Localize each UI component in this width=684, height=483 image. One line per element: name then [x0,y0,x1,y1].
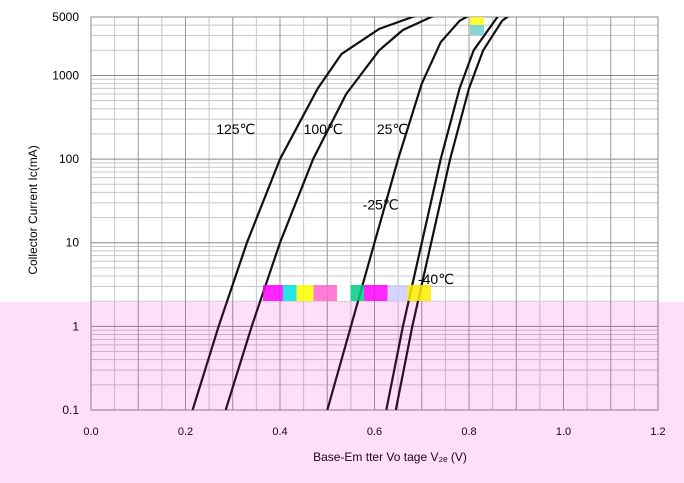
x-tick-label: 0.2 [178,426,193,438]
series-line-2 [326,17,469,410]
series-line-3 [385,17,499,410]
y-tick-label: 5000 [52,10,79,24]
series-label: 25℃ [377,121,408,137]
series-label: 125℃ [216,121,255,137]
y-tick-labels: 0.1 1 10 100 1000 5000 [52,10,79,417]
series-label: -40℃ [418,271,454,287]
x-tick-label: 0.6 [367,426,382,438]
series-curves [191,17,510,410]
x-tick-label: 1.2 [650,426,665,438]
series-line-1 [224,17,436,410]
y-tick-label: 100 [59,152,79,166]
y-tick-label: 10 [66,236,80,250]
x-tick-labels: 0.0 0.2 0.4 0.6 0.8 1.0 1.2 [83,426,665,438]
series-label: -25℃ [363,196,399,212]
x-axis-title: Base-Em tter Vo tage V₂ₑ (V) [313,450,467,464]
series-line-4 [394,17,510,410]
y-axis-title: Collector Current Ic(mA) [26,145,40,274]
plot-frame [90,16,659,411]
x-tick-label: 0.8 [461,426,476,438]
y-tick-label: 1 [72,319,79,333]
series-line-0 [191,17,417,410]
y-tick-label: 0.1 [62,403,79,417]
y-tick-label: 1000 [52,68,79,82]
x-tick-label: 1.0 [556,426,571,438]
series-label: 100℃ [304,121,343,137]
x-tick-label: 0.4 [272,426,287,438]
x-tick-label: 0.0 [83,426,98,438]
series-labels: 125℃ 100℃ 25℃ -25℃ -40℃ [216,121,454,287]
